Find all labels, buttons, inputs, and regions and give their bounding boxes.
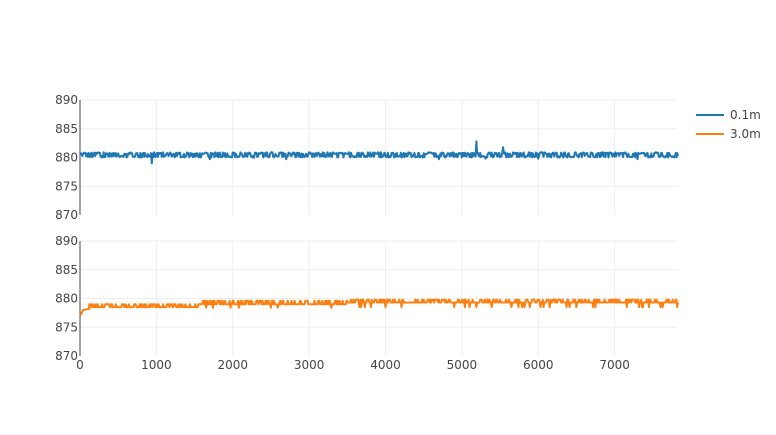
y-tick-label: 880 — [55, 292, 78, 306]
x-tick-label: 0 — [76, 358, 84, 372]
series-line-3-0m — [79, 298, 679, 317]
y-tick-label: 885 — [55, 263, 78, 277]
y-tick-label: 870 — [55, 349, 78, 363]
y-tick-label: 890 — [55, 93, 78, 107]
x-tick-label: 1000 — [141, 358, 172, 372]
x-tick-label: 5000 — [447, 358, 478, 372]
x-tick-label: 7000 — [599, 358, 630, 372]
legend-item-0-1m[interactable]: 0.1m — [696, 108, 761, 122]
y-tick-label: 875 — [55, 179, 78, 193]
x-tick-label: 6000 — [523, 358, 554, 372]
legend-item-3-0m[interactable]: 3.0m — [696, 127, 761, 141]
x-tick-label: 4000 — [370, 358, 401, 372]
y-tick-label: 875 — [55, 320, 78, 334]
y-tick-label: 870 — [55, 208, 78, 222]
y-tick-label: 890 — [55, 234, 78, 248]
y-tick-label: 885 — [55, 122, 78, 136]
x-tick-label: 3000 — [294, 358, 325, 372]
x-axis: 0 1000 2000 3000 4000 5000 6000 7000 — [76, 358, 630, 372]
subplot-bottom: 870 875 880 885 890 — [55, 234, 679, 363]
series-line-0-1m — [79, 140, 679, 165]
y-tick-label: 880 — [55, 151, 78, 165]
legend[interactable]: 0.1m 3.0m — [696, 108, 761, 141]
subplot-top: 870 875 880 885 890 — [55, 93, 679, 222]
x-tick-label: 2000 — [217, 358, 248, 372]
legend-label-0-1m: 0.1m — [730, 108, 761, 122]
legend-label-3-0m: 3.0m — [730, 127, 761, 141]
